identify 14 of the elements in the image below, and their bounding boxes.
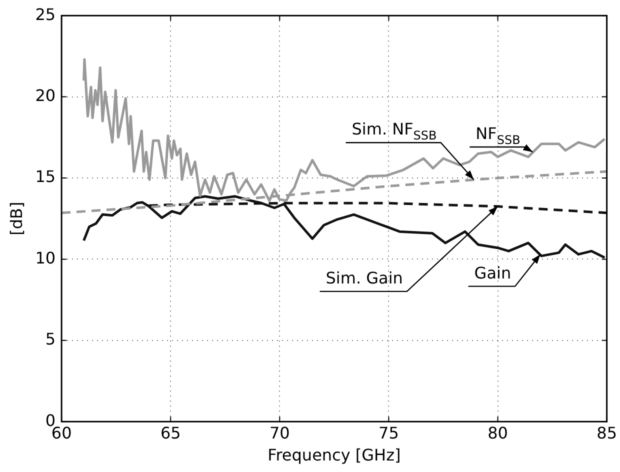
annotation: Gain	[474, 263, 512, 282]
y-tick-label: 25	[35, 4, 56, 24]
x-tick-label: 65	[160, 423, 181, 442]
y-tick-label: 15	[35, 167, 56, 186]
annotation: Sim. Gain	[326, 268, 403, 288]
y-tick-label: 10	[35, 248, 56, 268]
y-tick-label: 20	[35, 86, 56, 105]
x-tick-label: 80	[488, 423, 508, 442]
x-tick-label: 85	[596, 423, 617, 442]
x-axis-title: Frequency [GHz]	[268, 446, 401, 465]
x-tick-label: 75	[378, 423, 399, 442]
y-axis-title: [dB]	[6, 202, 26, 236]
x-tick-label: 70	[269, 423, 290, 442]
y-tick-label: 5	[45, 330, 56, 349]
